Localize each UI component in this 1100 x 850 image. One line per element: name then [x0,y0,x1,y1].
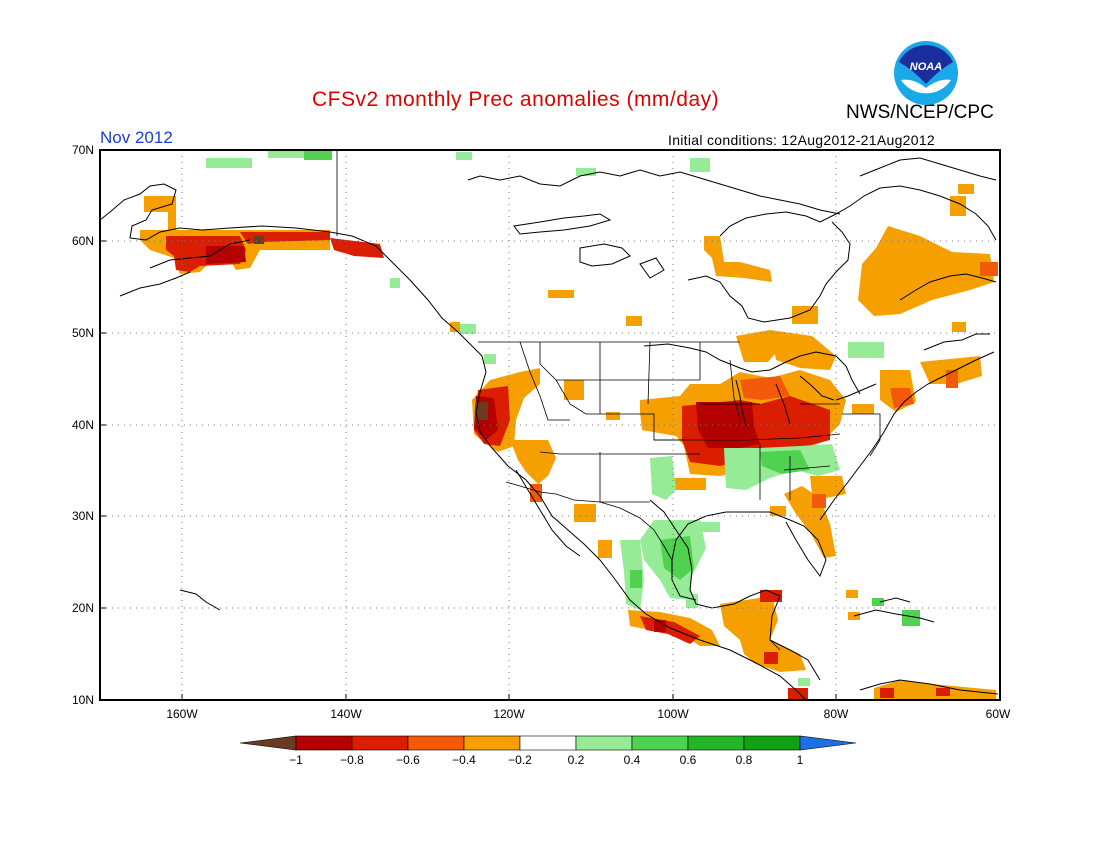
colorbar: −1 −0.8 −0.6 −0.4 −0.2 0.2 0.4 0.6 0.8 1 [239,735,857,767]
colorbar-segment [463,735,521,751]
lon-label: 140W [330,707,362,721]
colorbar-arrow-low [239,735,297,751]
latitude-labels: 70N 60N 50N 40N 30N 20N 10N [72,143,94,707]
lat-label: 70N [72,143,94,157]
colorbar-segment [295,735,353,751]
colorbar-segment [407,735,465,751]
colorbar-label: −0.2 [508,753,532,767]
colorbar-label: −0.8 [340,753,364,767]
political-borders [336,150,881,651]
colorbar-label: −1 [289,753,303,767]
lon-label: 60W [986,707,1011,721]
map-title: CFSv2 monthly Prec anomalies (mm/day) [312,88,720,111]
colorbar-label: 0.6 [680,753,697,767]
colorbar-label: 1 [797,753,804,767]
lat-label: 50N [72,326,94,340]
colorbar-segment [351,735,409,751]
lon-label: 120W [493,707,525,721]
colorbar-arrow-high [799,735,857,751]
colorbar-label: −0.4 [452,753,476,767]
org-label: NWS/NCEP/CPC [846,102,994,123]
coastlines [99,157,999,701]
colorbar-segment [519,735,577,751]
colorbar-segment [631,735,689,751]
initial-conditions: Initial conditions: 12Aug2012-21Aug2012 [668,132,936,148]
noaa-logo: NOAA [894,41,958,105]
tick-marks [100,149,1001,701]
colorbar-segment [743,735,801,751]
lon-label: 160W [166,707,198,721]
lon-label: 100W [657,707,689,721]
colorbar-label: 0.8 [736,753,753,767]
lat-label: 20N [72,601,94,615]
anomaly-cells [140,150,998,700]
lat-label: 40N [72,418,94,432]
lat-label: 10N [72,693,94,707]
lat-label: 60N [72,234,94,248]
graticule [100,150,1000,700]
colorbar-segment [575,735,633,751]
colorbar-label: 0.4 [624,753,641,767]
longitude-labels: 160W 140W 120W 100W 80W 60W [166,707,1011,721]
colorbar-label: −0.6 [396,753,420,767]
lat-label: 30N [72,509,94,523]
forecast-period: Nov 2012 [100,128,173,147]
logo-text: NOAA [910,61,942,73]
colorbar-label: 0.2 [568,753,585,767]
colorbar-segment [687,735,745,751]
lon-label: 80W [824,707,849,721]
